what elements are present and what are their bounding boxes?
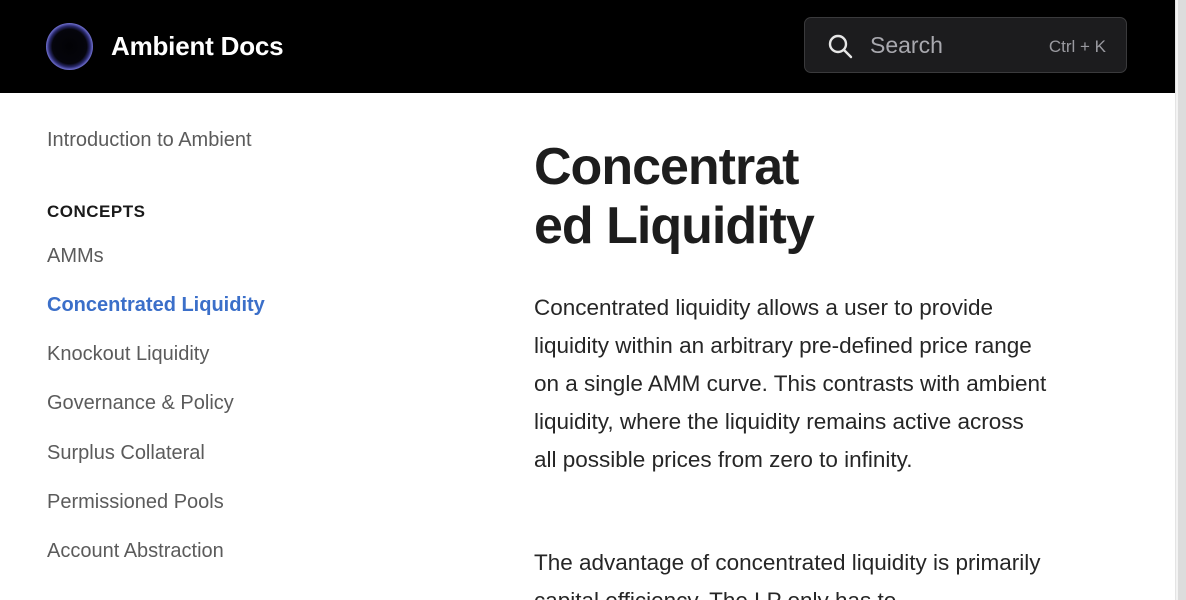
search-box[interactable]: Ctrl + K <box>804 17 1127 73</box>
ambient-logo-icon[interactable] <box>46 23 93 70</box>
page-title: Concentrat ed Liquidity <box>534 138 815 256</box>
sidebar-section-concepts: CONCEPTS <box>47 202 146 221</box>
sidebar-item-governance-policy[interactable]: Governance & Policy <box>47 392 234 414</box>
sidebar-item-surplus-collateral[interactable]: Surplus Collateral <box>47 442 205 464</box>
page-title-line-2: ed Liquidity <box>534 197 815 255</box>
paragraph: Concentrated liquidity allows a user to … <box>534 295 1047 472</box>
sidebar-item-introduction[interactable]: Introduction to Ambient <box>47 129 252 151</box>
paragraph: The advantage of concentrated liquidity … <box>534 550 1041 600</box>
sidebar-item-permissioned-pools[interactable]: Permissioned Pools <box>47 491 224 513</box>
search-icon <box>828 34 853 59</box>
brand-title[interactable]: Ambient Docs <box>111 31 284 61</box>
search-shortcut-hint: Ctrl + K <box>1048 37 1106 56</box>
sidebar-item-knockout-liquidity[interactable]: Knockout Liquidity <box>47 343 210 365</box>
page-scrollbar-thumb[interactable] <box>1178 0 1186 600</box>
sidebar-item-account-abstraction[interactable]: Account Abstraction <box>47 540 224 562</box>
page-title-line-1: Concentrat <box>534 138 799 196</box>
top-header: Ambient Docs Ctrl + K <box>0 0 1175 93</box>
sidebar-item-concentrated-liquidity[interactable]: Concentrated Liquidity <box>47 294 265 316</box>
search-input[interactable] <box>870 30 1040 60</box>
sidebar-item-amms[interactable]: AMMs <box>47 245 104 267</box>
